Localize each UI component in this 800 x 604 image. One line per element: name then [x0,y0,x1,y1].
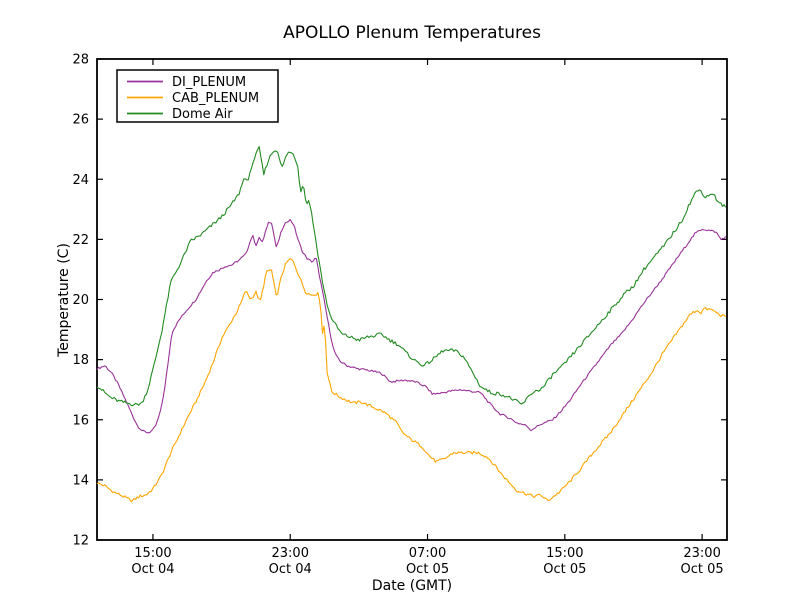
x-tick-label-time: 07:00 [409,546,446,561]
y-tick-label: 26 [72,113,89,128]
x-tick-label-date: Oct 05 [681,562,724,577]
x-tick-label-date: Oct 05 [406,562,449,577]
legend-label: DI_PLENUM [172,75,246,90]
x-tick-label-time: 23:00 [272,546,309,561]
x-tick-label-date: Oct 04 [269,562,312,577]
y-tick-label: 24 [72,173,89,188]
x-tick-label-time: 15:00 [546,546,583,561]
series-lines [96,146,727,503]
x-tick-label-time: 15:00 [134,546,171,561]
series-line-di-plenum [96,218,727,434]
y-tick-label: 18 [72,353,89,368]
legend-label: Dome Air [172,107,233,122]
chart-title: APOLLO Plenum Temperatures [283,23,541,43]
y-tick-label: 16 [72,413,89,428]
series-line-dome-air [96,146,727,407]
x-tick-label-date: Oct 05 [543,562,586,577]
axis-ticks [97,58,727,541]
series-line-cab-plenum [96,258,727,503]
y-tick-label: 22 [72,233,89,248]
plot-border [96,58,728,541]
y-axis-label: Temperature (C) [56,243,72,358]
x-tick-label-time: 23:00 [683,546,720,561]
y-tick-label: 14 [72,473,89,488]
y-tick-label: 12 [72,534,89,549]
y-tick-label: 28 [72,53,89,68]
x-axis-label: Date (GMT) [372,578,452,594]
legend-label: CAB_PLENUM [172,91,259,106]
y-tick-label: 20 [72,293,89,308]
x-tick-label-date: Oct 04 [131,562,174,577]
